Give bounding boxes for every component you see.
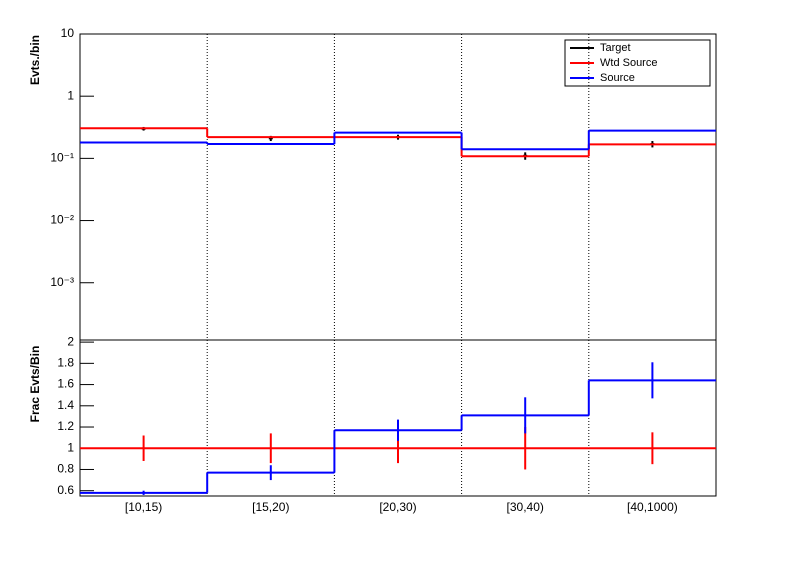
y-tick-label: 1 <box>67 88 74 102</box>
x-tick-label: [10,15) <box>125 500 162 514</box>
x-tick-label: [20,30) <box>379 500 416 514</box>
y-tick-label: 10⁻² <box>50 213 74 227</box>
x-tick-label: [30,40) <box>507 500 544 514</box>
x-tick-label: [15,20) <box>252 500 289 514</box>
y-tick-label: 1.2 <box>57 419 74 433</box>
y-tick-label: 10⁻¹ <box>50 151 74 165</box>
y-tick-label: 10⁻³ <box>50 275 74 289</box>
y-tick-label: 1.8 <box>57 356 74 370</box>
y-tick-label: 2 <box>67 334 74 348</box>
y-axis-title: Frac Evts/Bin <box>28 346 42 423</box>
y-tick-label: 1.4 <box>57 398 74 412</box>
y-tick-label: 10 <box>61 26 75 40</box>
y-tick-label: 0.8 <box>57 462 74 476</box>
legend-label: Target <box>600 42 631 54</box>
y-axis-title: Evts./bin <box>28 35 42 85</box>
y-tick-label: 0.6 <box>57 483 74 497</box>
legend-label: Wtd Source <box>600 57 657 69</box>
x-tick-label: [40,1000) <box>627 500 678 514</box>
legend-label: Source <box>600 72 635 84</box>
y-tick-label: 1 <box>67 440 74 454</box>
bottom-frame <box>79 339 717 497</box>
y-tick-label: 1.6 <box>57 377 74 391</box>
